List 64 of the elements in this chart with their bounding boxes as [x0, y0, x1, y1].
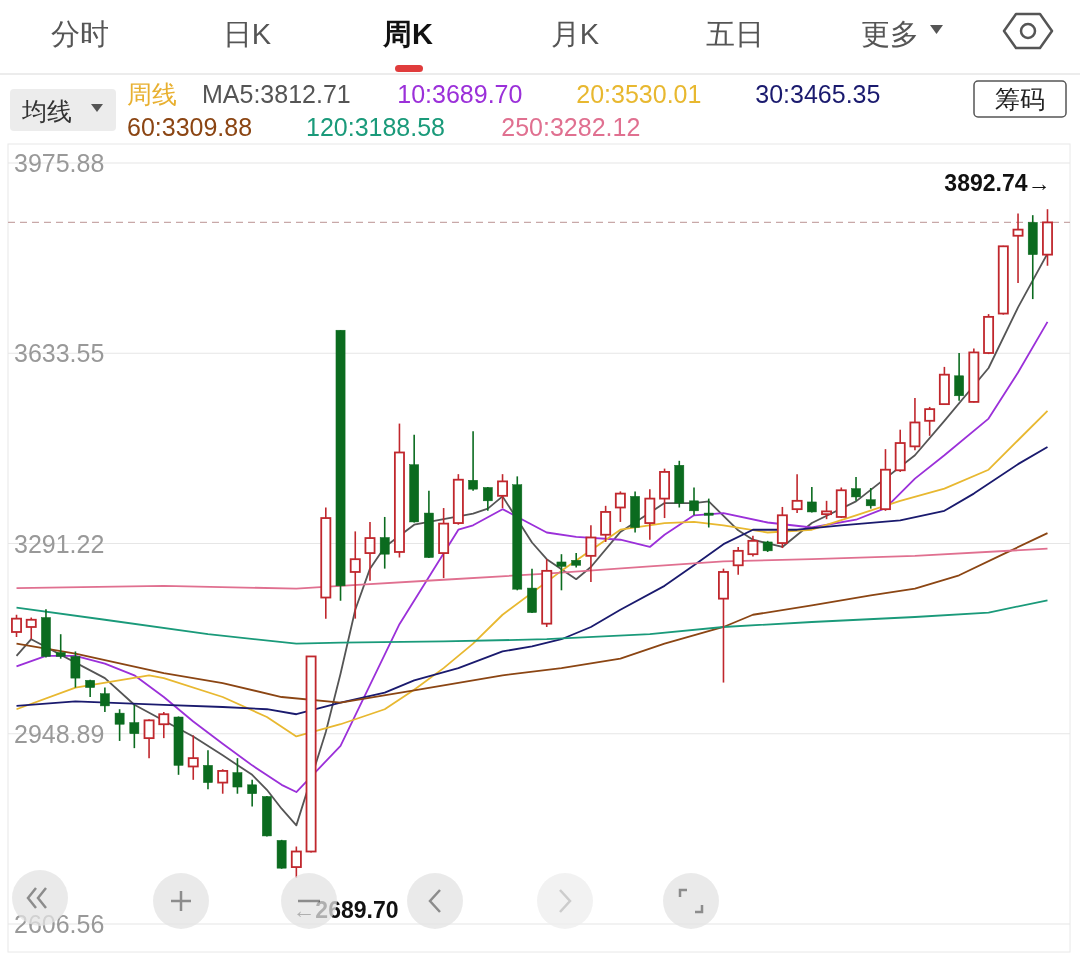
text: 筹码 — [995, 85, 1045, 113]
legend-title: 周线 — [127, 80, 177, 108]
candlestick — [379, 516, 390, 570]
y-tick-label: 3975.88 — [14, 149, 105, 177]
candlestick — [203, 749, 213, 791]
text: 月K — [550, 18, 600, 50]
text: MA5:3812.71 — [202, 80, 351, 108]
candlestick — [100, 686, 110, 713]
text: 120:3188.58 — [306, 113, 446, 141]
candlestick — [158, 711, 170, 739]
text: 五日 — [706, 18, 764, 50]
candlestick — [11, 613, 22, 638]
line-series — [15, 599, 1049, 645]
candlestick — [247, 779, 257, 808]
text: 10:3689.70 — [397, 80, 523, 108]
candlestick — [349, 530, 361, 620]
candlestick — [732, 546, 744, 576]
candlestick — [114, 708, 125, 742]
text: 更多 — [861, 18, 919, 50]
y-tick-label: 3633.55 — [14, 339, 105, 368]
candlestick — [600, 505, 612, 543]
candlestick — [747, 535, 759, 558]
candlestick — [55, 633, 66, 660]
candlestick — [585, 524, 597, 583]
text: 周K — [382, 18, 434, 50]
text: 250:3282.12 — [501, 113, 641, 141]
candlestick — [217, 768, 229, 795]
candlestick — [129, 703, 140, 749]
candlestick — [614, 490, 626, 523]
candlestick — [924, 406, 936, 437]
text: 30:3465.35 — [755, 80, 881, 108]
candlestick — [364, 521, 376, 582]
candlestick — [821, 500, 833, 520]
line-series — [15, 446, 1049, 716]
candlestick — [497, 473, 509, 509]
text: 分时 — [51, 18, 109, 50]
line-series — [15, 320, 1049, 793]
line-series — [15, 532, 1049, 704]
candlestick — [556, 553, 567, 592]
candlestick — [1012, 212, 1024, 284]
candlestick — [232, 757, 243, 795]
candlestick — [143, 718, 155, 759]
candlestick — [909, 397, 921, 452]
candlestick — [689, 486, 699, 517]
y-tick-label: 2948.89 — [14, 719, 105, 748]
candlestick — [187, 734, 199, 781]
candlestick — [865, 487, 876, 510]
annotation: 3892.74→ — [944, 170, 1051, 197]
y-tick-label: 3291.22 — [14, 529, 105, 558]
candlestick — [791, 473, 803, 514]
y-tick-label: 2606.56 — [14, 910, 105, 938]
text: 20:3530.01 — [576, 80, 702, 108]
candlestick — [851, 476, 861, 502]
candlestick — [468, 430, 478, 492]
text: 60:3309.88 — [127, 113, 253, 141]
candlestick — [703, 497, 714, 529]
candlestick — [290, 845, 302, 879]
annotation: ←2689.70 — [292, 896, 399, 923]
candlestick — [954, 352, 964, 402]
candlestick — [25, 616, 37, 641]
text: 均线 — [21, 97, 72, 125]
candlestick — [70, 650, 81, 689]
candlestick — [807, 486, 817, 514]
text: 日K — [222, 18, 272, 50]
